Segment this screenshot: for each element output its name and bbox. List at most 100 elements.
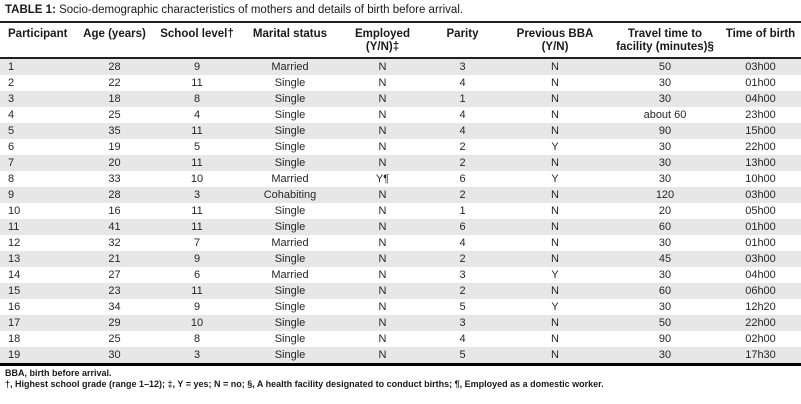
table-cell: N [500,219,610,235]
table-cell: 45 [610,251,720,267]
table-cell: Single [240,203,340,219]
table-cell: Married [240,267,340,283]
table-cell: 28 [75,187,154,203]
table-cell: 11 [154,283,240,299]
table-cell: 05h00 [720,203,801,219]
table-cell: 32 [75,235,154,251]
table-cell: 9 [154,251,240,267]
table-cell: 1 [0,58,75,75]
table-cell: N [500,123,610,139]
table-cell: Married [240,58,340,75]
table-cell: Single [240,107,340,123]
table-cell: 10 [0,203,75,219]
table-cell: 2 [425,187,500,203]
table-cell: Single [240,315,340,331]
table-cell: N [340,107,425,123]
table-cell: 3 [0,91,75,107]
table-cell: N [340,251,425,267]
table-cell: N [500,283,610,299]
table-cell: N [340,283,425,299]
table-cell: 10h00 [720,171,801,187]
column-header: Age (years) [75,22,154,59]
table-cell: 30 [610,75,720,91]
table-cell: 28 [75,58,154,75]
table-cell: 9 [154,299,240,315]
table-row: 7 20 11 Single N 2 N 30 13h00 [0,155,801,171]
table-cell: 04h00 [720,267,801,283]
column-header: Travel time to facility (minutes)§ [610,22,720,59]
column-header: Participant [0,22,75,59]
table-cell: 25 [75,107,154,123]
table-cell: 12h20 [720,299,801,315]
table-cell: N [500,107,610,123]
table-cell: N [500,58,610,75]
table-cell: N [340,91,425,107]
table-cell: 4 [0,107,75,123]
table-cell: Single [240,75,340,91]
table-cell: 01h00 [720,235,801,251]
table-cell: 5 [154,139,240,155]
table-title: TABLE 1: Socio-demographic characteristi… [5,3,801,18]
table-cell: 2 [425,251,500,267]
table-row: 10 16 11 Single N 1 N 20 05h00 [0,203,801,219]
table-cell: 30 [610,235,720,251]
table-cell: 90 [610,123,720,139]
table-row: 13 21 9 Single N 2 N 45 03h00 [0,251,801,267]
table-cell: N [500,251,610,267]
table-row: 9 28 3 Cohabiting N 2 N 120 03h00 [0,187,801,203]
table-cell: N [340,203,425,219]
table-cell: 41 [75,219,154,235]
table-cell: N [340,187,425,203]
table-cell: 10 [154,171,240,187]
table-row: 5 35 11 Single N 4 N 90 15h00 [0,123,801,139]
table-cell: 17h30 [720,347,801,365]
table-cell: 30 [75,347,154,365]
table-row: 2 22 11 Single N 4 N 30 01h00 [0,75,801,91]
table-cell: 3 [425,58,500,75]
table-cell: Married [240,235,340,251]
table-cell: 30 [610,171,720,187]
table-cell: 23h00 [720,107,801,123]
footnote-symbols: †, Highest school grade (range 1–12); ‡,… [5,379,604,389]
table-cell: 50 [610,58,720,75]
table-cell: Single [240,251,340,267]
table-cell: 22h00 [720,139,801,155]
table-cell: 01h00 [720,75,801,91]
table-cell: 8 [154,331,240,347]
table-cell: 4 [425,235,500,251]
table-cell: 11 [154,219,240,235]
table-cell: 19 [0,347,75,365]
column-header: Employed (Y/N)‡ [340,22,425,59]
table-cell: 8 [154,91,240,107]
table-cell: N [340,347,425,365]
table-header-row: Participant Age (years) School level† Marit… [0,22,801,59]
table-cell: 01h00 [720,219,801,235]
table-cell: 6 [0,139,75,155]
column-header: Time of birth [720,22,801,59]
table-cell: 16 [75,203,154,219]
table-cell: 4 [425,107,500,123]
table-cell: 02h00 [720,331,801,347]
table-row: 19 30 3 Single N 5 N 30 17h30 [0,347,801,365]
table-cell: N [500,331,610,347]
table-cell: 04h00 [720,91,801,107]
table-cell: 9 [0,187,75,203]
table-cell: 2 [425,283,500,299]
table-cell: 6 [425,219,500,235]
table-title-text: Socio-demographic characteristics of mot… [55,4,464,16]
table-cell: 17 [0,315,75,331]
table-cell: 2 [0,75,75,91]
table-cell: Single [240,91,340,107]
table-title-label: TABLE 1: [5,4,56,16]
table-cell: 5 [425,347,500,365]
table-cell: 30 [610,155,720,171]
table-cell: 9 [154,58,240,75]
table-cell: N [340,123,425,139]
table-cell: 21 [75,251,154,267]
table-cell: Married [240,171,340,187]
table-cell: 60 [610,219,720,235]
table-cell: Single [240,299,340,315]
table-cell: Y [500,299,610,315]
table-cell: N [500,315,610,331]
